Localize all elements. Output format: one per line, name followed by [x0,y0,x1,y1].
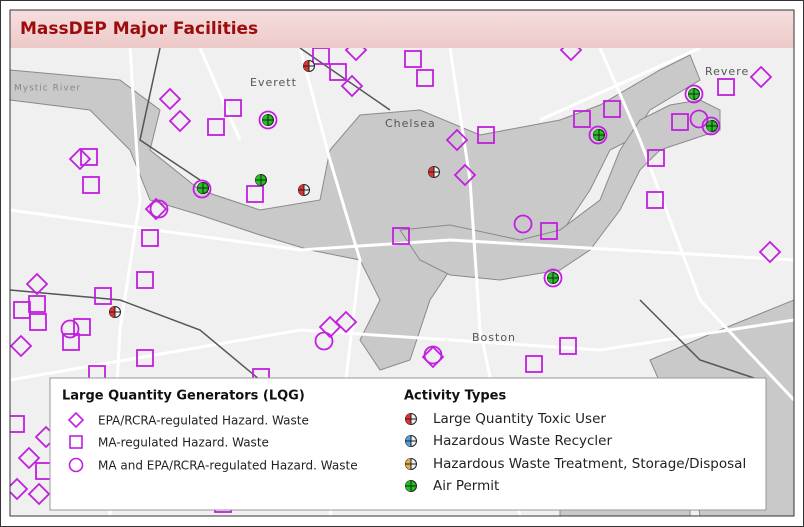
diamond-marker [17,446,41,470]
diamond-marker [68,147,92,171]
square-marker [540,222,558,240]
square-marker [224,99,242,117]
square-marker [10,415,25,433]
diamond-marker [340,74,364,98]
square-marker [312,48,330,65]
diamond-marker [144,197,168,221]
square-marker [136,349,154,367]
activity-icon-cross [688,88,700,100]
square-marker [136,271,154,289]
square-marker [646,191,664,209]
diamond-marker [758,240,782,264]
circle-symbol [68,457,84,473]
square-symbol [69,435,83,449]
diamond-marker [158,87,182,111]
legend-item: MA-regulated Hazard. Waste [98,436,269,450]
map-border [9,9,795,517]
legend-item: Large Quantity Toxic User [433,411,606,427]
square-marker [28,295,46,313]
circle-marker [513,214,533,234]
square-marker [73,318,91,336]
header-bar [10,10,794,48]
circle-marker [701,116,721,136]
square-marker [29,313,47,331]
map-label: Everett [250,76,297,89]
legend-item: Air Permit [433,478,499,494]
circle-marker [60,319,80,339]
circle-marker [314,331,334,351]
circle-marker [258,110,278,130]
square-marker [416,69,434,87]
activity-icon-cross [197,182,209,194]
activity-icon-cross [303,60,315,72]
circle-marker [684,84,704,104]
activity-icon-cross [405,480,417,492]
markers [10,48,782,513]
map-label: Revere [705,65,749,78]
boundaries [10,48,761,381]
map-label: Chelsea [385,117,436,130]
activity-icon-cross [405,413,417,425]
activity-icons [405,413,417,492]
square-marker [329,63,347,81]
diamond-marker [445,128,469,152]
legend-item: Hazardous Waste Recycler [433,433,612,449]
diamond-symbol [67,411,85,429]
diamond-marker [559,48,583,62]
square-marker [525,355,543,373]
activity-icon-cross [298,184,310,196]
activity-icon-cross [547,272,559,284]
square-marker [13,301,31,319]
square-marker [141,229,159,247]
legend: Large Quantity Generators (LQG) EPA/RCRA… [49,377,767,511]
square-marker [477,126,495,144]
square-marker [82,176,100,194]
diamond-marker [27,482,51,506]
activity-icon-cross [593,129,605,141]
circle-marker [588,125,608,145]
circle-marker [423,345,443,365]
square-marker [62,333,80,351]
diamond-marker [25,272,49,296]
circle-marker [149,199,169,219]
activity-icon-cross [109,306,121,318]
square-marker [559,337,577,355]
activity-icon-cross [428,166,440,178]
circle-marker [543,268,563,288]
square-marker [404,50,422,68]
map-label: Mystic River [14,84,81,94]
map-label: Boston [472,331,516,344]
square-marker [647,149,665,167]
square-marker [246,185,264,203]
activity-icon-cross [405,458,417,470]
diamond-marker [749,65,773,89]
square-marker [207,118,225,136]
square-marker [80,148,98,166]
legend-title: Large Quantity Generators (LQG) [62,389,305,404]
diamond-marker [421,345,445,369]
diamond-marker [168,109,192,133]
square-marker [94,287,112,305]
square-marker [671,113,689,131]
legend-title: Activity Types [404,389,507,404]
diamond-marker [344,48,368,62]
title: MassDEP Major Facilities [20,19,258,39]
diamond-marker [10,334,33,358]
legend-item: Hazardous Waste Treatment, Storage/Dispo… [433,456,746,472]
square-marker [717,78,735,96]
activity-icon-cross [706,120,718,132]
activity-icon-cross [255,174,267,186]
diamond-marker [334,310,358,334]
activity-icon-cross [262,114,274,126]
legend-item: MA and EPA/RCRA-regulated Hazard. Waste [98,459,358,473]
activity-icon-cross [405,435,417,447]
square-marker [392,227,410,245]
square-marker [603,100,621,118]
legend-item: EPA/RCRA-regulated Hazard. Waste [98,414,309,428]
diamond-marker [453,163,477,187]
circle-marker [192,179,212,199]
square-marker [573,110,591,128]
